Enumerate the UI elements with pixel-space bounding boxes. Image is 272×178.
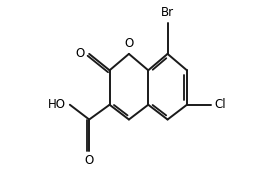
Text: O: O [124,36,134,49]
Text: Cl: Cl [214,98,226,111]
Text: O: O [76,47,85,60]
Text: O: O [85,154,94,167]
Text: HO: HO [48,98,66,111]
Text: Br: Br [161,6,174,19]
